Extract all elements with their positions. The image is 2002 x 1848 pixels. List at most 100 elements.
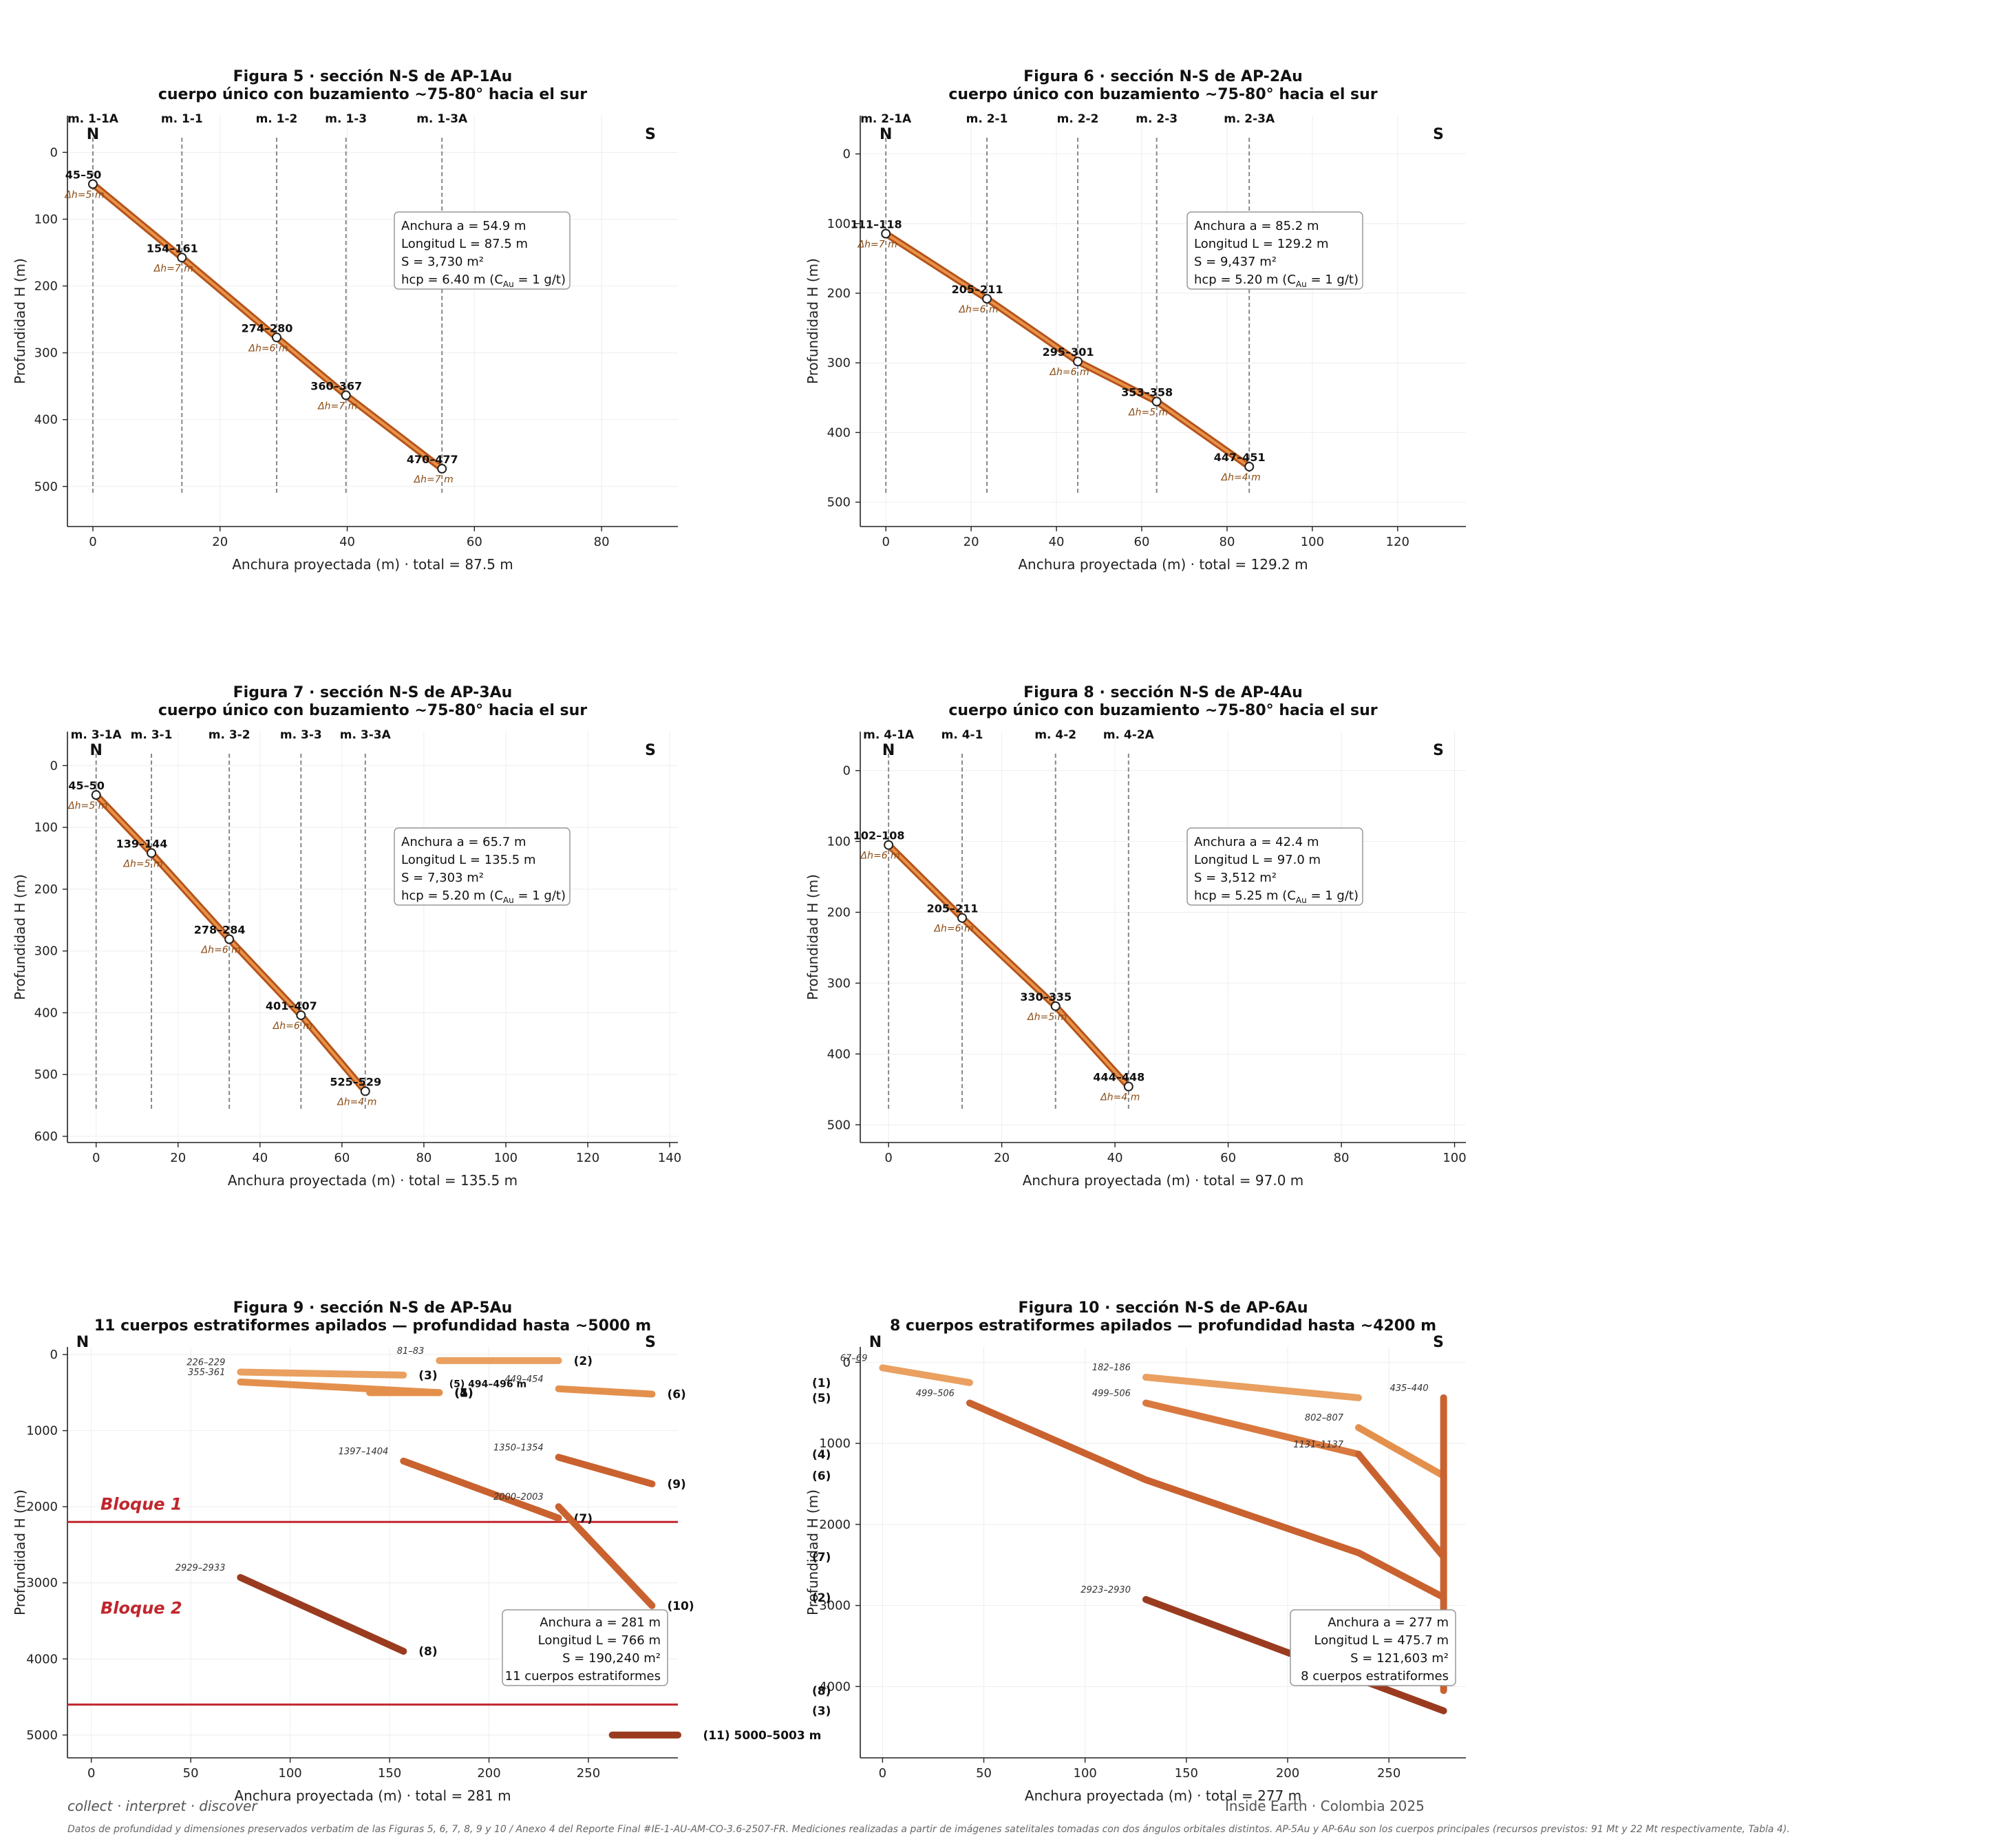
body-id: (3) (812, 1705, 831, 1719)
chart-title: Figura 7 · sección N-S de AP-3Au (233, 684, 513, 701)
stratiform-body (555, 1385, 656, 1398)
intercept-point (341, 390, 351, 401)
intercept-point (957, 913, 968, 923)
borehole-label: m. 2-3A (1224, 112, 1275, 126)
info-line: hcp = 6.40 m (CAu = 1 g/t) (401, 273, 566, 289)
chart-title: Figura 8 · sección N-S de AP-4Au (1023, 684, 1303, 701)
x-tick-label: 80 (594, 535, 610, 549)
info-line: Longitud L = 129.2 m (1194, 237, 1329, 251)
info-line: 8 cuerpos estratiformes (1301, 1669, 1449, 1684)
body-depth-tag: 226–229 (187, 1357, 225, 1368)
footer-note: Datos de profundidad y dimensiones prese… (67, 1824, 1790, 1835)
south-label: S (645, 742, 656, 759)
y-tick-label: 500 (827, 496, 851, 510)
intercept-thickness: Δh=4 m (1221, 472, 1261, 483)
body-id: (6) (812, 1469, 831, 1483)
info-line: Anchura a = 54.9 m (401, 219, 526, 233)
body-depth-tag: 67–69 (840, 1353, 868, 1363)
x-tick-label: 200 (477, 1766, 500, 1781)
x-tick-label: 0 (89, 535, 96, 549)
info-line: S = 121,603 m² (1350, 1651, 1449, 1666)
borehole-label: m. 1-1 (161, 112, 203, 126)
info-line: Longitud L = 135.5 m (401, 853, 536, 867)
body-id: (2) (574, 1355, 593, 1368)
intercept-label: 447–451 (1214, 451, 1266, 464)
info-line: Anchura a = 281 m (540, 1615, 661, 1630)
info-line: Longitud L = 766 m (538, 1633, 661, 1648)
body-depth-tag: 2000–2003 (493, 1492, 544, 1502)
north-label: N (869, 1334, 882, 1351)
y-tick-label: 400 (34, 1006, 58, 1020)
y-tick-label: 4000 (819, 1679, 851, 1694)
intercept-point (360, 1086, 370, 1096)
north-label: N (87, 126, 99, 143)
intercept-label: 102–108 (853, 829, 905, 842)
info-box (394, 827, 571, 906)
borehole-label: m. 3-2 (209, 728, 251, 742)
x-tick-label: 0 (87, 1766, 95, 1781)
vein-core (887, 844, 1130, 1088)
borehole-label: m. 1-3A (416, 112, 468, 126)
body-id: (11) 5000–5003 m (703, 1729, 821, 1743)
x-tick-label: 40 (252, 1151, 268, 1165)
intercept-label: 45–50 (65, 169, 102, 182)
intercept-point (982, 294, 992, 304)
intercept-thickness: Δh=5 m (64, 190, 104, 201)
borehole-label: m. 3-1A (71, 728, 123, 742)
x-axis-label: Anchura proyectada (m) · total = 277 m (1025, 1787, 1301, 1804)
body-depth-tag: 802–807 (1305, 1413, 1344, 1423)
x-axis-label: Anchura proyectada (m) · total = 87.5 m (232, 556, 513, 573)
x-tick-label: 250 (1377, 1766, 1401, 1781)
borehole-label: m. 2-1 (966, 112, 1008, 126)
y-tick-label: 100 (34, 212, 58, 226)
x-tick-label: 0 (879, 1766, 886, 1781)
y-tick-label: 200 (827, 286, 851, 301)
x-tick-label: 60 (1220, 1151, 1236, 1165)
body-id: (4) (454, 1386, 473, 1400)
y-tick-label: 200 (827, 905, 851, 920)
x-tick-label: 0 (92, 1151, 100, 1165)
x-axis-label: Anchura proyectada (m) · total = 129.2 m (1018, 556, 1308, 573)
x-tick-label: 100 (278, 1766, 301, 1781)
x-axis-label: Anchura proyectada (m) · total = 97.0 m (1023, 1172, 1304, 1189)
y-tick-label: 100 (827, 217, 851, 231)
y-axis-label: Profundidad H (m) (12, 1489, 28, 1615)
x-axis-label: Anchura proyectada (m) · total = 281 m (234, 1787, 511, 1804)
x-tick-label: 0 (882, 535, 889, 549)
borehole-label: m. 4-1A (863, 728, 915, 742)
y-axis-label: Profundidad H (m) (12, 258, 28, 384)
y-tick-label: 0 (50, 145, 58, 160)
intercept-label: 154–161 (147, 242, 198, 255)
intercept-point (224, 934, 235, 944)
chart-panel-5: 0 20 40 60 80 0 100 200 300 400 500 Figura 5 · secc… (12, 68, 678, 573)
north-label: N (76, 1334, 89, 1351)
body-depth-tag: 1131–1137 (1293, 1440, 1343, 1450)
intercept-thickness: Δh=7 m (153, 263, 193, 274)
y-tick-label: 1000 (819, 1436, 851, 1451)
y-tick-label: 4000 (26, 1652, 58, 1666)
intercept-point (1244, 461, 1255, 471)
body-id: (7) (574, 1512, 593, 1526)
x-tick-label: 120 (1386, 535, 1409, 549)
y-axis-label: Profundidad H (m) (805, 1489, 821, 1615)
y-tick-label: 5000 (26, 1728, 58, 1743)
y-tick-label: 3000 (819, 1599, 851, 1613)
info-box (1186, 827, 1363, 906)
borehole-label: m. 1-1A (67, 112, 119, 126)
x-tick-label: 250 (577, 1766, 600, 1781)
body-depth-tag: 1350–1354 (493, 1443, 544, 1453)
x-tick-label: 200 (1276, 1766, 1299, 1781)
chart-panel-10: 0 50 100 150 200 250 0 1000 2000 3000 4000 Figura 1… (805, 1299, 1466, 1804)
intercept-point (91, 790, 101, 800)
y-tick-label: 0 (843, 1355, 851, 1370)
intercept-thickness: Δh=7 m (317, 401, 357, 412)
intercept-label: 360–367 (310, 379, 362, 392)
block-label: Bloque 1 (100, 1494, 182, 1514)
stratiform-body (1142, 1374, 1363, 1401)
borehole-label: m. 2-2 (1057, 112, 1099, 126)
body-id: (5) (454, 1386, 473, 1400)
intercept-thickness: Δh=6 m (201, 945, 241, 956)
y-tick-label: 0 (843, 147, 851, 162)
info-line: hcp = 5.20 m (CAu = 1 g/t) (1194, 273, 1359, 289)
y-axis-label: Profundidad H (m) (805, 874, 821, 1000)
